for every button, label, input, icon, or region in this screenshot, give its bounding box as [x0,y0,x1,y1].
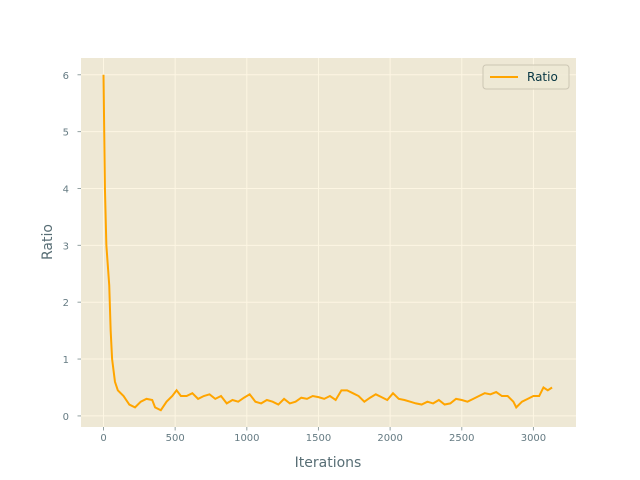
y-tick-label: 1 [63,355,69,366]
x-tick-label: 3000 [521,433,546,444]
plot-area [81,58,576,427]
y-tick-label: 0 [63,412,69,423]
x-tick-label: 2000 [377,433,402,444]
y-tick-label: 3 [63,241,69,252]
x-tick-label: 500 [166,433,185,444]
y-tick-label: 4 [63,184,69,195]
x-tick-label: 1000 [234,433,259,444]
legend-label: Ratio [527,70,558,84]
x-tick-label: 1500 [306,433,331,444]
y-tick-label: 5 [63,128,69,139]
y-axis-label: Ratio [40,224,56,260]
y-tick-label: 2 [63,298,69,309]
x-tick-label: 0 [100,433,106,444]
legend-box [482,64,570,90]
line [102,74,553,412]
x-tick-label: 2500 [449,433,474,444]
y-tick-label: 6 [63,71,69,82]
x-axis-label: Iterations [295,455,362,471]
